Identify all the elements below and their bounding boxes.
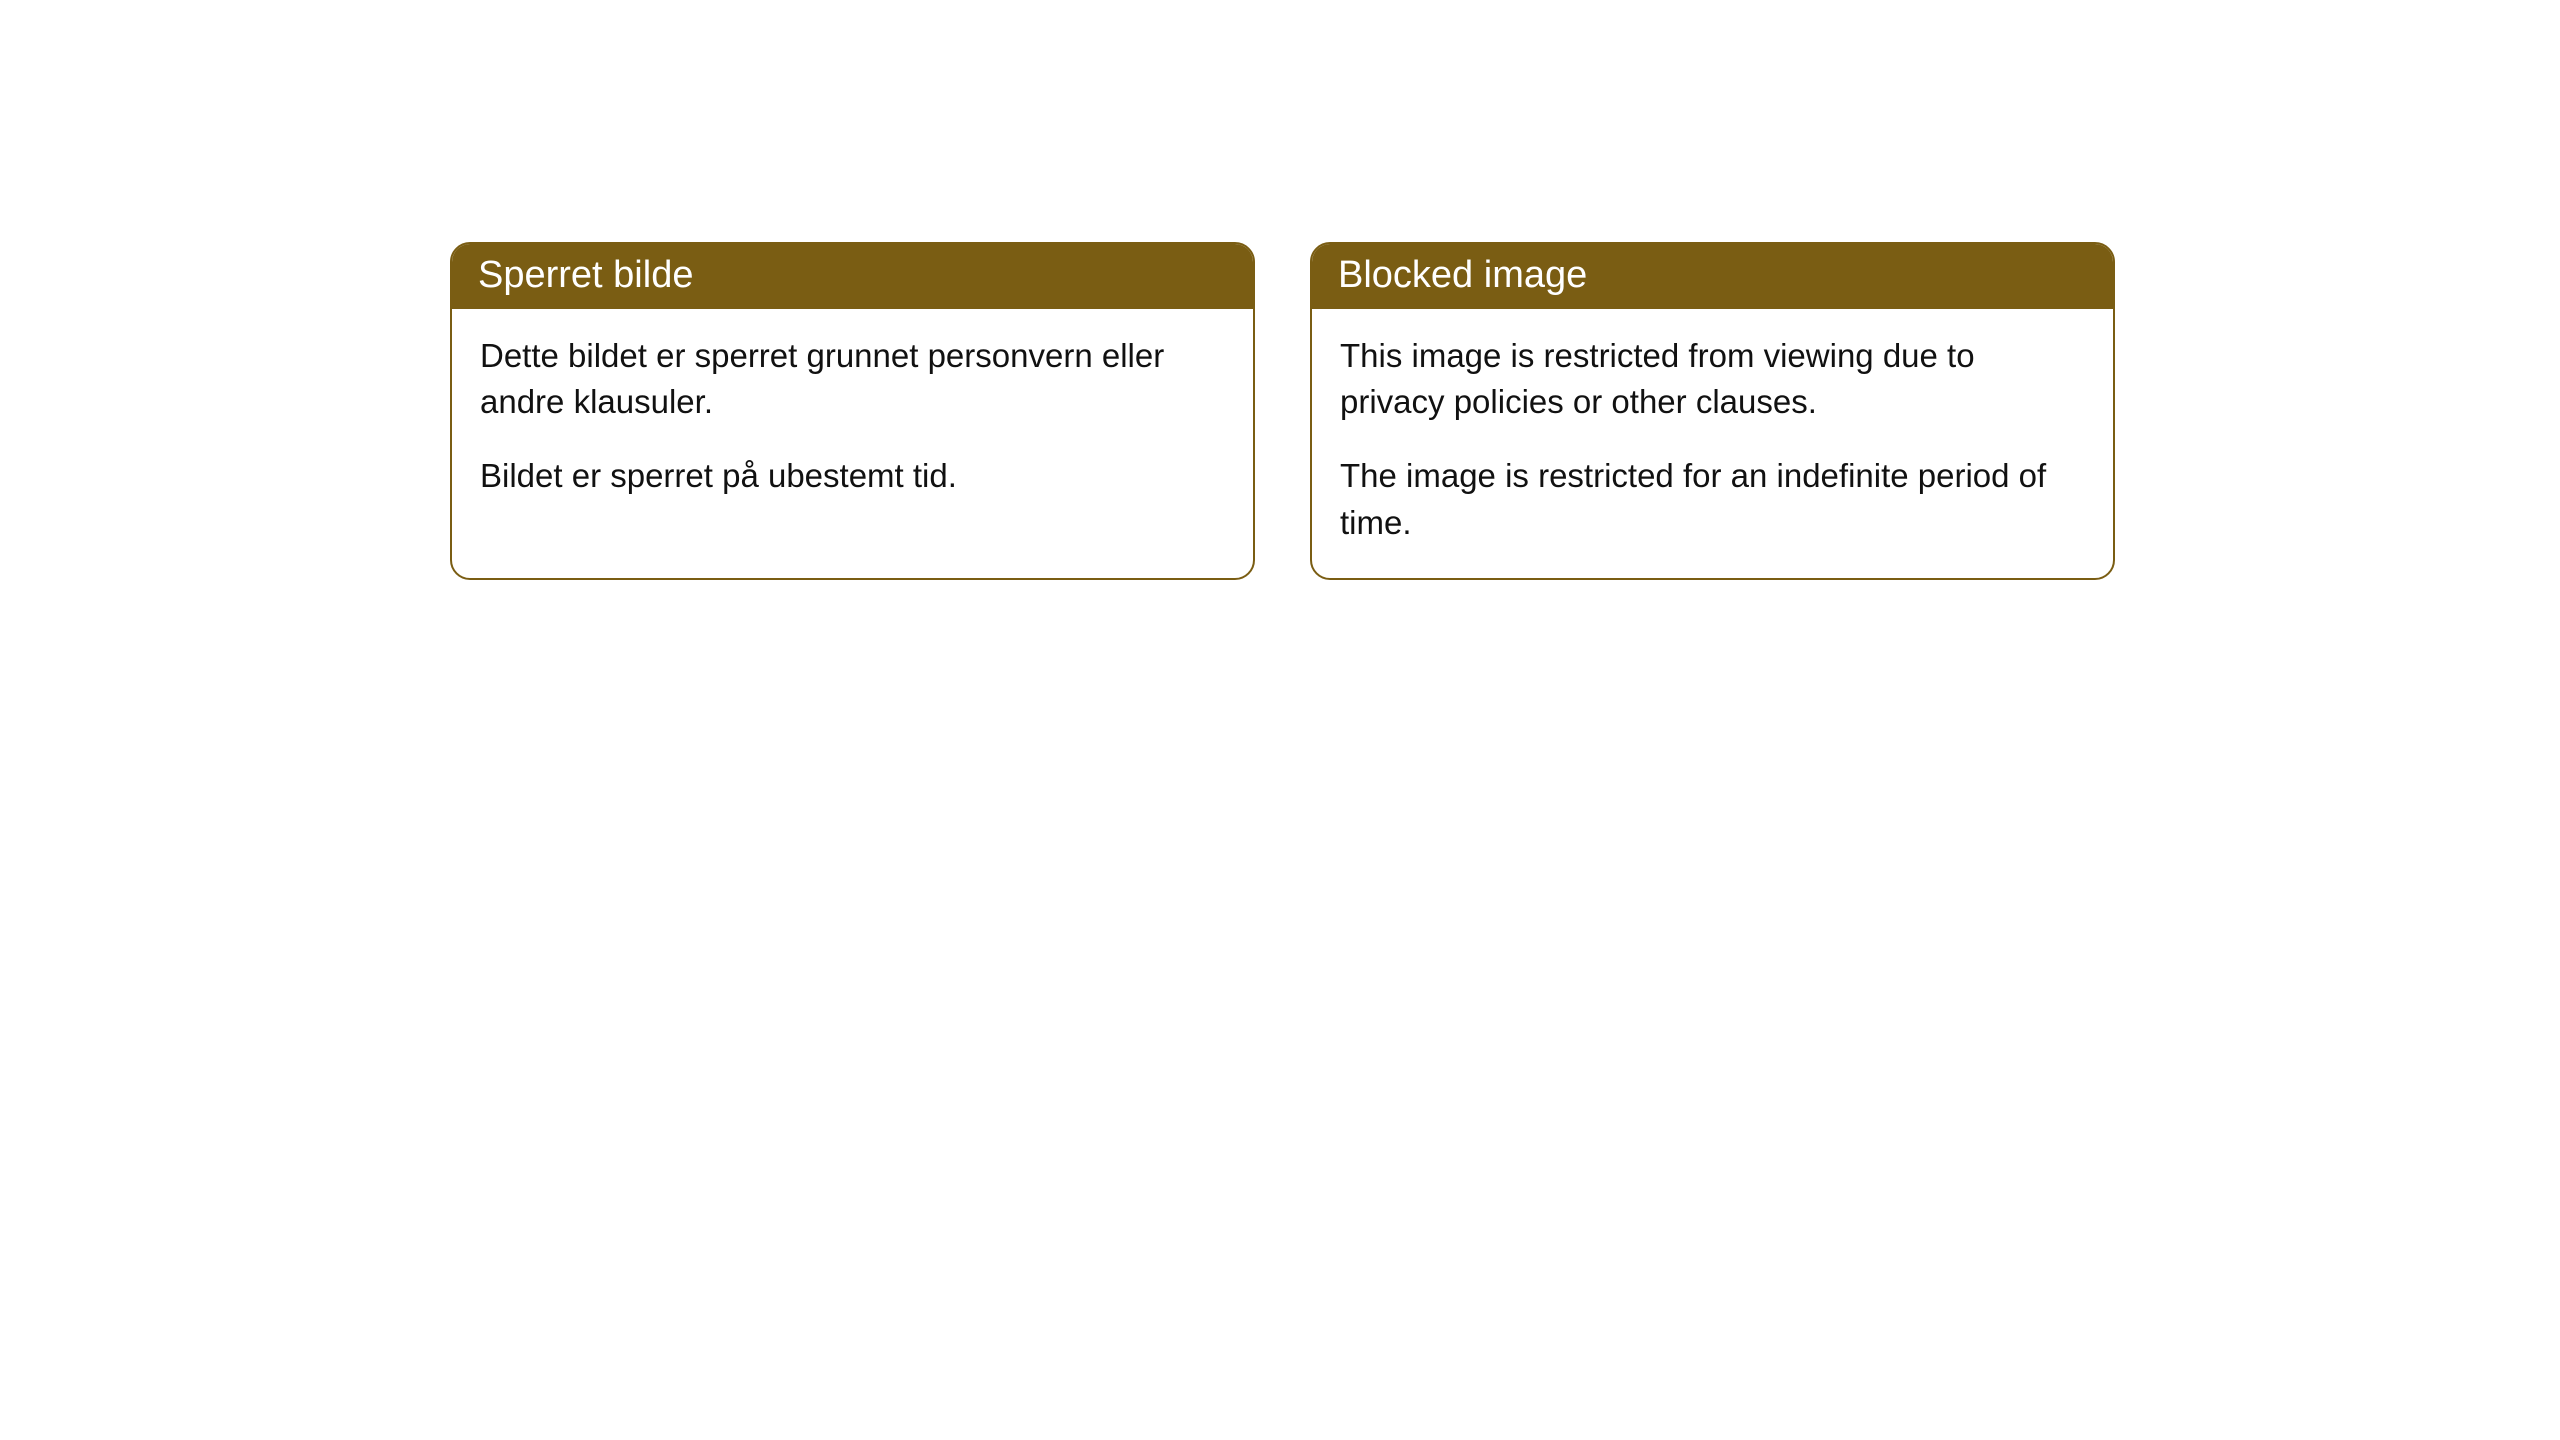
card-header-en: Blocked image	[1312, 244, 2113, 309]
card-header-no: Sperret bilde	[452, 244, 1253, 309]
card-paragraph: This image is restricted from viewing du…	[1340, 333, 2085, 425]
blocked-image-card-en: Blocked image This image is restricted f…	[1310, 242, 2115, 580]
card-paragraph: The image is restricted for an indefinit…	[1340, 453, 2085, 545]
card-paragraph: Dette bildet er sperret grunnet personve…	[480, 333, 1225, 425]
card-body-no: Dette bildet er sperret grunnet personve…	[452, 309, 1253, 532]
cards-container: Sperret bilde Dette bildet er sperret gr…	[450, 242, 2115, 580]
card-body-en: This image is restricted from viewing du…	[1312, 309, 2113, 578]
card-paragraph: Bildet er sperret på ubestemt tid.	[480, 453, 1225, 499]
blocked-image-card-no: Sperret bilde Dette bildet er sperret gr…	[450, 242, 1255, 580]
